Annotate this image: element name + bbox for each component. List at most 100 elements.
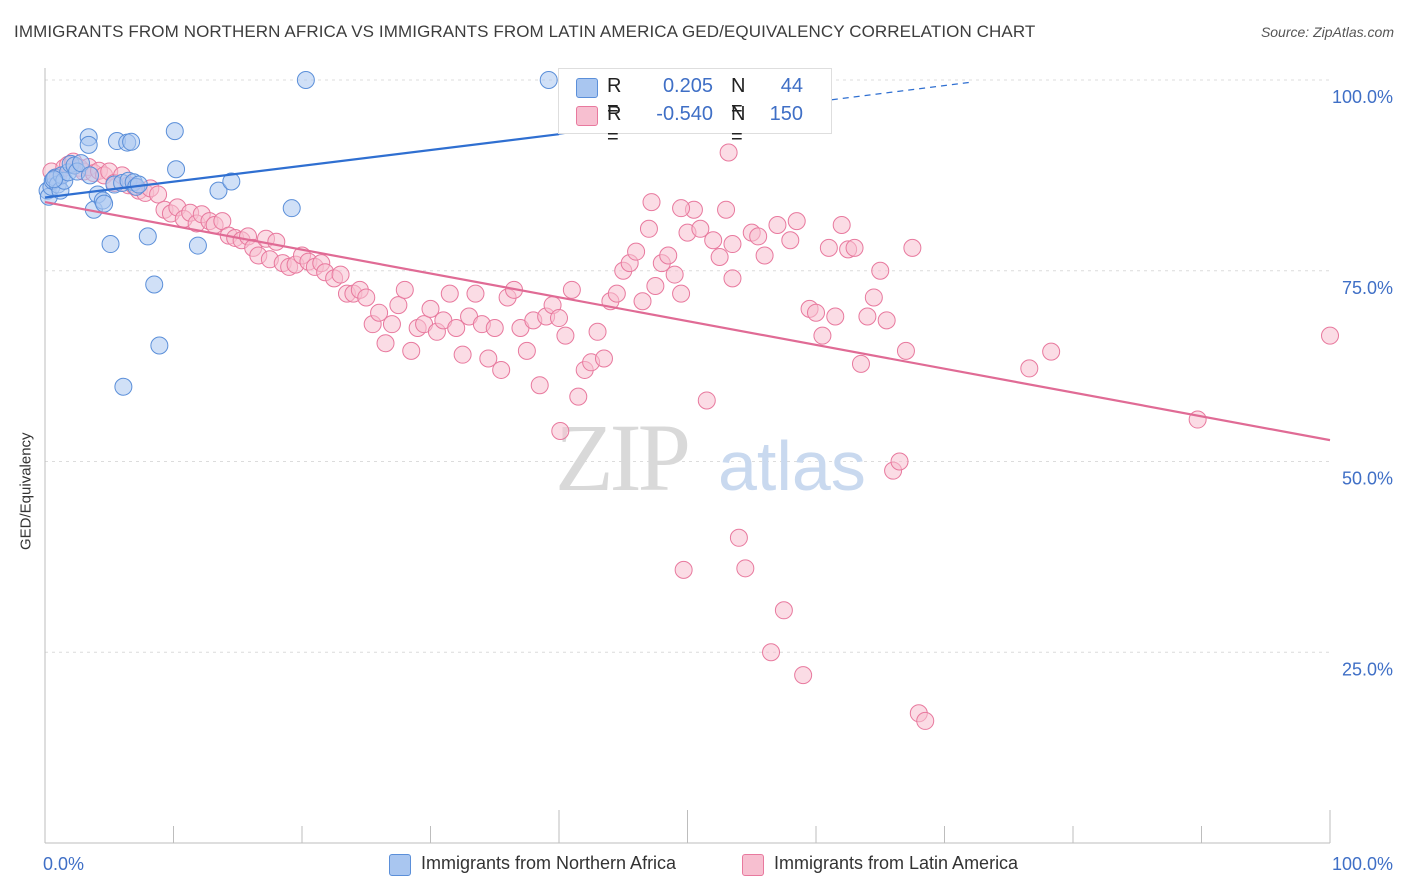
data-point (787, 212, 806, 231)
data-point (723, 235, 742, 254)
data-point (562, 280, 581, 299)
data-point (807, 303, 825, 322)
r-value-northern-africa: 0.205 (662, 75, 713, 97)
data-point (466, 284, 485, 303)
data-point (633, 292, 652, 311)
series-northern-africa-points (38, 71, 558, 396)
data-point (794, 666, 813, 685)
data-point (672, 199, 691, 218)
data-point (145, 275, 164, 294)
data-point (382, 315, 401, 334)
data-point (781, 231, 800, 250)
data-point (665, 265, 684, 284)
data-point (639, 219, 658, 238)
correlation-legend: R = 0.205 N = 44 R = -0.540 N = 150 (558, 68, 832, 148)
r-value-latin-america: -0.540 (656, 103, 713, 125)
data-point (762, 643, 781, 662)
x-tick-label: 100.0% (1332, 854, 1393, 874)
trend-lines (44, 81, 1331, 442)
trend-line-latin-america (44, 200, 1331, 442)
data-point (1042, 342, 1061, 361)
data-point (447, 318, 466, 337)
data-point (550, 309, 568, 328)
data-point (296, 71, 315, 89)
data-point (674, 560, 693, 579)
data-point (188, 236, 207, 255)
data-point (421, 299, 440, 318)
data-point (916, 711, 935, 730)
data-point (370, 303, 389, 322)
legend-swatch-northern-africa (389, 854, 411, 876)
data-point (44, 170, 63, 189)
watermark-zip: ZIP (555, 404, 688, 511)
data-point (646, 277, 665, 296)
series-latin-america-points (42, 143, 1339, 730)
data-point (723, 269, 742, 288)
data-point (222, 172, 241, 191)
data-point (826, 307, 845, 326)
y-tick-label: 50.0% (1342, 469, 1393, 489)
n-value-latin-america: 150 (769, 103, 803, 125)
data-point (138, 227, 157, 246)
data-point (95, 194, 114, 213)
data-point (331, 265, 350, 284)
data-point (864, 288, 883, 307)
data-point (440, 284, 459, 303)
data-point (607, 284, 626, 303)
data-point (492, 360, 511, 379)
data-point (79, 135, 98, 154)
data-point (80, 166, 99, 185)
data-point (556, 326, 575, 345)
data-point (149, 185, 168, 204)
data-point (845, 238, 864, 257)
data-point (691, 219, 710, 238)
data-point (209, 181, 228, 200)
data-point (357, 288, 376, 307)
data-point (717, 200, 736, 219)
data-point (551, 421, 570, 440)
data-point (101, 235, 120, 254)
data-point (719, 143, 738, 162)
data-point (659, 246, 678, 265)
data-point (402, 341, 421, 360)
legend-swatch-latin-america (742, 854, 764, 876)
data-point (395, 280, 414, 299)
data-point (877, 311, 896, 330)
chart-title: IMMIGRANTS FROM NORTHERN AFRICA VS IMMIG… (14, 22, 1036, 41)
x-tick-label: 0.0% (43, 854, 84, 874)
data-point (1321, 326, 1339, 345)
data-point (588, 322, 607, 341)
data-point (530, 376, 549, 395)
data-point (749, 227, 768, 246)
data-point (517, 341, 536, 360)
data-point (729, 528, 748, 547)
y-tick-label: 100.0% (1332, 87, 1393, 107)
data-point (267, 232, 286, 251)
data-point (736, 559, 755, 578)
data-point (768, 215, 787, 234)
data-point (755, 246, 774, 265)
data-point (858, 307, 877, 326)
n-value-northern-africa: 44 (780, 75, 803, 97)
data-point (896, 341, 915, 360)
data-point (71, 154, 90, 173)
data-point (832, 215, 851, 234)
legend-swatch-latin-america (576, 106, 598, 126)
data-point (485, 318, 504, 337)
data-point (890, 452, 909, 471)
watermark-atlas: atlas (718, 427, 866, 505)
data-point (710, 248, 729, 267)
data-point (627, 242, 646, 261)
tick-labels: 25.0% 50.0% 75.0% 100.0% 0.0% 100.0% (43, 87, 1393, 874)
data-point (704, 231, 723, 250)
data-point (114, 377, 133, 396)
source-label: Source: ZipAtlas.com (1260, 24, 1394, 40)
data-point (903, 238, 922, 257)
data-point (167, 160, 186, 179)
data-point (539, 71, 558, 89)
data-point (1020, 359, 1039, 378)
data-point (697, 391, 716, 410)
y-tick-label: 25.0% (1342, 659, 1393, 679)
data-point (389, 296, 408, 315)
